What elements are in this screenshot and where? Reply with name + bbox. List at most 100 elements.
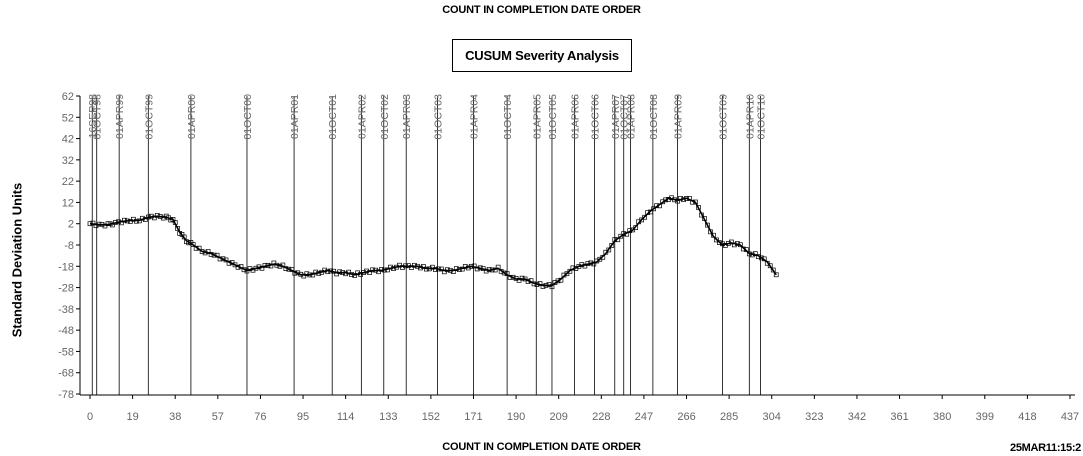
data-point-marker <box>90 220 96 226</box>
data-point-marker <box>418 265 423 271</box>
data-point-marker <box>501 270 507 276</box>
data-point-marker <box>471 263 477 269</box>
x-tick-label: 19 <box>126 411 138 423</box>
data-point-marker <box>403 263 408 269</box>
data-point-marker <box>268 263 274 269</box>
data-point-marker <box>752 251 758 257</box>
data-point-marker <box>379 267 384 272</box>
data-point-marker <box>618 233 624 239</box>
data-point-marker <box>355 270 360 276</box>
date-reference-label: 01APR09 <box>673 94 685 139</box>
data-point-marker <box>558 277 564 283</box>
data-point-marker <box>154 213 160 218</box>
data-point-marker <box>645 210 651 215</box>
data-point-marker <box>663 197 668 203</box>
data-point-marker <box>492 267 498 273</box>
data-point-marker <box>310 272 316 278</box>
data-point-marker <box>325 269 331 275</box>
date-reference-label: 01OCT06 <box>590 94 602 140</box>
data-point-marker <box>720 241 725 247</box>
x-tick-label: 437 <box>1061 411 1079 423</box>
date-reference-label: 01APR00 <box>186 94 198 139</box>
data-point-marker <box>456 267 462 272</box>
data-point-marker <box>699 212 704 218</box>
data-point-marker <box>220 256 226 262</box>
data-point-marker <box>352 273 357 278</box>
data-point-marker <box>388 264 393 270</box>
date-reference-label: 01OCT00 <box>242 94 254 140</box>
data-point-marker <box>373 267 378 273</box>
data-point-marker <box>465 265 471 271</box>
data-point-marker <box>289 267 295 272</box>
data-point-marker <box>226 260 232 266</box>
data-point-marker <box>522 276 528 282</box>
data-point-marker <box>486 267 492 272</box>
data-point-marker <box>735 241 740 246</box>
data-point-marker <box>714 237 719 243</box>
y-tick-label: -28 <box>58 283 74 295</box>
data-point-marker <box>175 226 180 231</box>
data-point-marker <box>202 250 208 256</box>
data-point-marker <box>427 266 432 272</box>
data-point-marker <box>256 264 262 270</box>
data-point-marker <box>211 252 217 258</box>
data-point-marker <box>370 267 375 273</box>
data-point-marker <box>591 261 597 267</box>
data-point-marker <box>749 252 755 258</box>
date-reference-label: 01OCT01 <box>327 94 339 140</box>
y-tick-label: -68 <box>58 368 74 380</box>
data-point-marker <box>444 267 450 273</box>
data-point-marker <box>477 265 483 271</box>
data-point-marker <box>606 247 612 253</box>
data-point-marker <box>732 242 737 248</box>
data-point-marker <box>110 222 115 228</box>
x-tick-label: 304 <box>763 411 781 423</box>
x-tick-label: 361 <box>890 411 908 423</box>
y-tick-label: 22 <box>62 176 74 188</box>
y-tick-label: 52 <box>62 112 74 124</box>
y-tick-label: -18 <box>58 261 74 273</box>
data-point-marker <box>265 262 271 268</box>
data-point-marker <box>624 231 630 237</box>
data-point-marker <box>549 284 555 290</box>
data-point-marker <box>139 215 145 221</box>
timestamp: 25MAR11:15:2 <box>1010 442 1081 454</box>
data-point-marker <box>672 197 677 203</box>
x-axis-label: COUNT IN COMPLETION DATE ORDER <box>442 441 641 453</box>
data-point-marker <box>525 279 531 284</box>
data-point-marker <box>537 281 543 286</box>
data-point-marker <box>385 267 390 273</box>
data-point-marker <box>119 220 124 226</box>
x-tick-label: 209 <box>550 411 568 423</box>
data-point-marker <box>740 246 746 252</box>
top-title: COUNT IN COMPLETION DATE ORDER <box>442 4 641 16</box>
data-point-marker <box>666 197 671 202</box>
data-point-marker <box>367 270 372 275</box>
data-point-marker <box>447 267 453 273</box>
data-point-marker <box>232 262 238 268</box>
x-tick-label: 57 <box>212 411 224 423</box>
data-point-marker <box>567 268 573 274</box>
data-point-marker <box>433 267 438 272</box>
y-tick-label: 32 <box>62 155 74 167</box>
data-point-marker <box>705 222 710 228</box>
date-reference-label: 01OCT09 <box>717 94 729 140</box>
data-point-marker <box>531 281 537 287</box>
data-point-marker <box>190 242 196 247</box>
data-point-marker <box>125 218 130 224</box>
data-point-marker <box>331 268 337 274</box>
x-tick-label: 342 <box>848 411 866 423</box>
data-point-marker <box>684 196 689 201</box>
data-point-marker <box>412 262 417 268</box>
data-point-marker <box>214 252 220 258</box>
data-point-marker <box>244 268 250 274</box>
x-tick-label: 323 <box>805 411 823 423</box>
date-reference-label: 01APR03 <box>401 94 413 139</box>
data-point-marker <box>435 266 441 272</box>
x-tick-label: 418 <box>1018 411 1036 423</box>
data-point-marker <box>292 270 298 276</box>
data-point-marker <box>746 251 752 257</box>
data-point-marker <box>621 231 627 236</box>
